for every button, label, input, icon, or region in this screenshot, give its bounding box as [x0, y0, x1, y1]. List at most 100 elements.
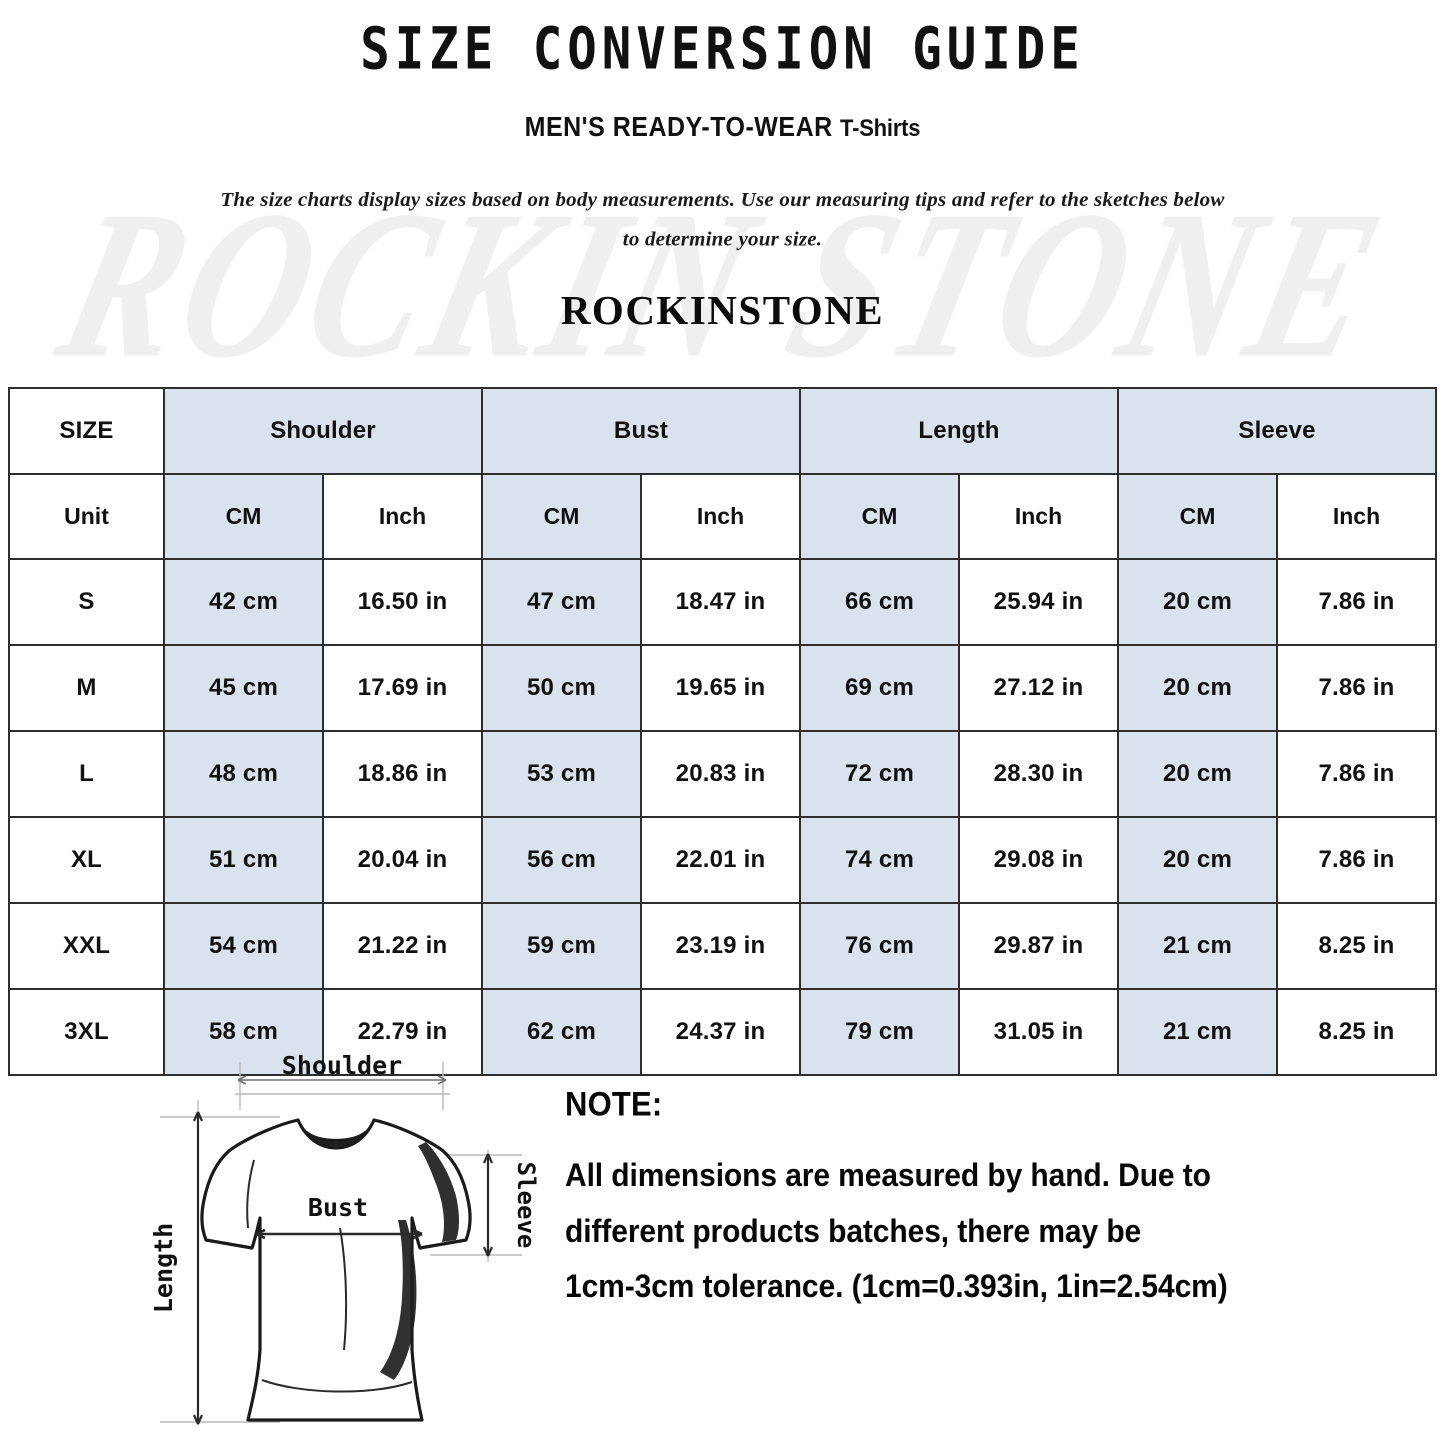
cell-bust-inch: 24.37 in [640, 988, 801, 1076]
diagram-label-shoulder: Shoulder [282, 1051, 402, 1080]
tshirt-diagram-svg: Shoulder Bust Length Sleeve [149, 1051, 540, 1425]
cell-shoulder-inch: 20.04 in [322, 816, 483, 904]
table-row: XL 51 cm 20.04 in 56 cm 22.01 in 74 cm 2… [8, 816, 1437, 904]
row-size-label: S [8, 558, 165, 646]
note-section: NOTE: All dimensions are measured by han… [565, 1084, 1395, 1305]
table-row: L 48 cm 18.86 in 53 cm 20.83 in 72 cm 28… [8, 730, 1437, 818]
cell-length-inch: 29.08 in [958, 816, 1119, 904]
cell-sleeve-cm: 20 cm [1117, 730, 1278, 818]
cell-length-inch: 31.05 in [958, 988, 1119, 1076]
size-conversion-table: SIZE Shoulder Bust Length Sleeve Unit CM… [8, 387, 1437, 1076]
header-unit-shoulder-cm: CM [163, 473, 324, 560]
brand-name: ROCKINSTONE [560, 287, 885, 334]
cell-bust-cm: 56 cm [481, 816, 642, 904]
cell-sleeve-inch: 8.25 in [1276, 902, 1437, 990]
header-unit-sleeve-inch: Inch [1276, 473, 1437, 560]
cell-length-cm: 79 cm [799, 988, 960, 1076]
size-table-container: SIZE Shoulder Bust Length Sleeve Unit CM… [8, 387, 1437, 1076]
header-unit: Unit [8, 473, 165, 560]
tshirt-sleeve-shading [380, 1142, 459, 1380]
note-line-3: 1cm-3cm tolerance. (1cm=0.393in, 1in=2.5… [565, 1269, 1228, 1305]
header-unit-length-inch: Inch [958, 473, 1119, 560]
subtitle-secondary: T-Shirts [840, 114, 921, 142]
note-title: NOTE: [565, 1084, 663, 1124]
note-line-1: All dimensions are measured by hand. Due… [565, 1157, 1211, 1194]
table-row: XXL 54 cm 21.22 in 59 cm 23.19 in 76 cm … [8, 902, 1437, 990]
cell-shoulder-inch: 18.86 in [322, 730, 483, 818]
diagram-label-sleeve: Sleeve [512, 1162, 540, 1249]
cell-length-cm: 66 cm [799, 558, 960, 646]
cell-length-inch: 29.87 in [958, 902, 1119, 990]
diagram-label-bust: Bust [308, 1193, 368, 1222]
cell-shoulder-cm: 54 cm [163, 902, 324, 990]
cell-sleeve-cm: 21 cm [1117, 988, 1278, 1076]
cell-sleeve-inch: 7.86 in [1276, 816, 1437, 904]
tshirt-fold-lines [246, 1159, 413, 1393]
cell-bust-cm: 47 cm [481, 558, 642, 646]
cell-shoulder-cm: 51 cm [163, 816, 324, 904]
cell-bust-inch: 19.65 in [640, 644, 801, 732]
row-size-label: L [8, 730, 165, 818]
header-group-shoulder: Shoulder [163, 387, 483, 475]
cell-shoulder-inch: 21.22 in [322, 902, 483, 990]
cell-sleeve-inch: 7.86 in [1276, 730, 1437, 818]
page-subtitle: MEN'S READY-TO-WEAR T-Shirts [0, 64, 1445, 144]
cell-shoulder-cm: 42 cm [163, 558, 324, 646]
length-dimension-arrow [192, 1111, 204, 1425]
note-line-2: different products batches, there may be [565, 1213, 1142, 1250]
page-header: SIZE CONVERSION GUIDE MEN'S READY-TO-WEA… [0, 0, 1445, 334]
page-description: The size charts display sizes based on b… [220, 188, 1225, 251]
diagram-label-length: Length [149, 1223, 178, 1313]
header-unit-bust-cm: CM [481, 473, 642, 560]
header-size: SIZE [8, 387, 165, 475]
cell-bust-inch: 23.19 in [640, 902, 801, 990]
row-size-label: XL [8, 816, 165, 904]
cell-sleeve-cm: 20 cm [1117, 644, 1278, 732]
bottom-section: Shoulder Bust Length Sleeve NOTE: All di… [0, 1042, 1445, 1445]
subtitle-primary: MEN'S READY-TO-WEAR [524, 112, 833, 143]
cell-sleeve-inch: 7.86 in [1276, 558, 1437, 646]
cell-bust-inch: 22.01 in [640, 816, 801, 904]
cell-bust-cm: 59 cm [481, 902, 642, 990]
cell-length-inch: 27.12 in [958, 644, 1119, 732]
tshirt-measurement-diagram: Shoulder Bust Length Sleeve [130, 1050, 550, 1445]
header-unit-shoulder-inch: Inch [322, 473, 483, 560]
table-group-header-row: SIZE Shoulder Bust Length Sleeve [8, 387, 1437, 475]
row-size-label: XXL [8, 902, 165, 990]
cell-sleeve-inch: 8.25 in [1276, 988, 1437, 1076]
table-row: M 45 cm 17.69 in 50 cm 19.65 in 69 cm 27… [8, 644, 1437, 732]
cell-bust-cm: 50 cm [481, 644, 642, 732]
cell-bust-inch: 20.83 in [640, 730, 801, 818]
cell-shoulder-inch: 17.69 in [322, 644, 483, 732]
tshirt-collar [296, 1119, 376, 1150]
table-unit-header-row: Unit CM Inch CM Inch CM Inch CM Inch [8, 473, 1437, 560]
cell-shoulder-cm: 58 cm [163, 988, 324, 1076]
table-row: S 42 cm 16.50 in 47 cm 18.47 in 66 cm 25… [8, 558, 1437, 646]
cell-length-inch: 25.94 in [958, 558, 1119, 646]
header-group-length: Length [799, 387, 1119, 475]
table-row: 3XL 58 cm 22.79 in 62 cm 24.37 in 79 cm … [8, 988, 1437, 1076]
row-size-label: M [8, 644, 165, 732]
cell-bust-cm: 53 cm [481, 730, 642, 818]
cell-sleeve-cm: 21 cm [1117, 902, 1278, 990]
cell-shoulder-cm: 48 cm [163, 730, 324, 818]
sleeve-dimension-arrow [482, 1153, 494, 1257]
bust-dimension-arrow [255, 1228, 423, 1240]
page-title: SIZE CONVERSION GUIDE [360, 15, 1085, 83]
cell-bust-inch: 18.47 in [640, 558, 801, 646]
header-unit-sleeve-cm: CM [1117, 473, 1278, 560]
cell-length-cm: 72 cm [799, 730, 960, 818]
header-group-bust: Bust [481, 387, 801, 475]
cell-length-cm: 69 cm [799, 644, 960, 732]
cell-length-cm: 74 cm [799, 816, 960, 904]
row-size-label: 3XL [8, 988, 165, 1076]
cell-sleeve-inch: 7.86 in [1276, 644, 1437, 732]
header-unit-bust-inch: Inch [640, 473, 801, 560]
cell-sleeve-cm: 20 cm [1117, 816, 1278, 904]
cell-length-inch: 28.30 in [958, 730, 1119, 818]
cell-length-cm: 76 cm [799, 902, 960, 990]
cell-shoulder-cm: 45 cm [163, 644, 324, 732]
header-unit-length-cm: CM [799, 473, 960, 560]
cell-shoulder-inch: 22.79 in [322, 988, 483, 1076]
header-group-sleeve: Sleeve [1117, 387, 1437, 475]
